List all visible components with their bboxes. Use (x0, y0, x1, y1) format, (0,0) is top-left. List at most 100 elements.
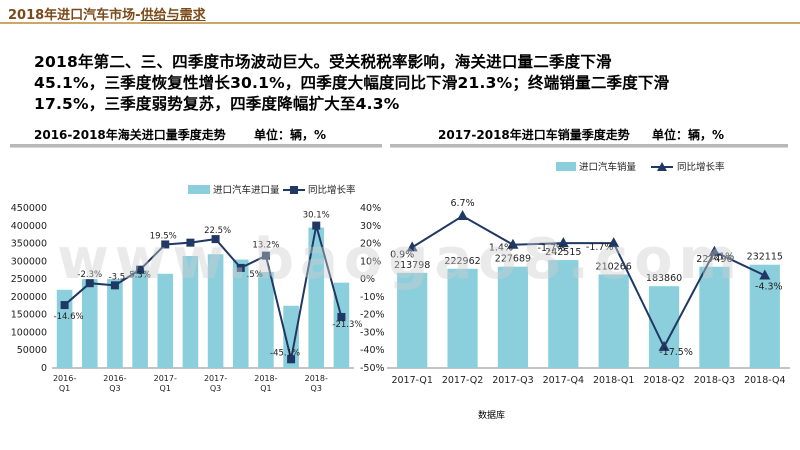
y-left-tick-label: 0 (41, 363, 47, 374)
data-label: -17.5% (659, 347, 693, 358)
left-panel-title: 2016-2018年海关进口量季度走势 (34, 128, 226, 142)
bar (598, 274, 629, 368)
bar (81, 279, 98, 368)
series-marker (337, 312, 346, 321)
data-label: -1.7% (586, 242, 614, 253)
bar (182, 256, 199, 368)
bar-value-label: 213798 (394, 260, 430, 271)
y-right-tick-label: 20% (360, 239, 381, 250)
data-label: .5% (247, 270, 263, 280)
data-label: -1.7% (538, 243, 566, 254)
x-tick-label: 2017- (204, 374, 227, 383)
right-panel-unit: 单位：辆，% (651, 128, 724, 142)
data-label: 30.1% (303, 211, 330, 221)
data-label: -2.3% (77, 270, 102, 280)
bar-value-label: 222962 (444, 256, 480, 267)
bar (232, 259, 249, 368)
series-marker (236, 263, 245, 272)
y-left-tick-label: 200000 (11, 292, 47, 303)
series-marker (85, 279, 94, 288)
bar (497, 266, 529, 368)
series-marker (186, 238, 195, 247)
y-right-tick-label: -20% (360, 310, 385, 321)
x-tick-label: 2017-Q1 (391, 375, 432, 386)
data-label: 0.9% (390, 249, 414, 260)
data-label: 1.4% (489, 243, 513, 254)
bar (258, 272, 274, 368)
series-marker (312, 221, 321, 230)
left-panel-rule-thin (10, 147, 382, 148)
data-label: -0.1% (707, 252, 735, 263)
bar-value-label: 227496 (696, 254, 732, 265)
y-left-tick-label: 300000 (11, 256, 47, 267)
legend-label: 进口汽车销量 (579, 161, 637, 173)
y-left-tick-label: 450000 (11, 203, 47, 214)
bar (132, 270, 148, 368)
legend-label: 同比增长率 (677, 161, 725, 173)
y-right-tick-label: -30% (360, 327, 385, 338)
x-tick-label: 2018- (254, 374, 277, 383)
y-left-tick-label: 350000 (11, 239, 47, 250)
y-left-tick-label: 250000 (11, 274, 47, 285)
data-label: -4.3% (755, 282, 783, 293)
x-tick-label: 2018-Q4 (744, 375, 785, 386)
series-marker (708, 245, 720, 256)
x-tick-label: 2018- (305, 374, 328, 383)
bar (749, 264, 780, 368)
left-panel-unit: 单位：辆，% (253, 128, 326, 142)
y-right-tick-label: -40% (360, 345, 385, 356)
bar (699, 266, 730, 368)
source-note: 数据库 (478, 411, 506, 421)
y-right-tick-label: -50% (360, 363, 385, 374)
x-tick-label: 2017-Q4 (543, 375, 584, 386)
legend-swatch-marker (290, 186, 298, 194)
bar (56, 289, 73, 368)
legend-label: 同比增长率 (308, 184, 356, 196)
data-label: 22.5% (204, 226, 231, 236)
y-right-tick-label: 0% (360, 274, 375, 285)
summary-line: 45.1%，三季度恢复性增长30.1%，四季度大幅度同比下滑21.3%；终端销量… (34, 74, 670, 92)
x-tick-label: Q3 (210, 384, 221, 393)
series-line (411, 214, 766, 350)
bar-value-label: 183860 (646, 273, 682, 284)
data-label: -14.6% (54, 312, 84, 322)
series-marker (507, 238, 519, 249)
data-label: 13.2% (252, 241, 279, 251)
y-left-tick-label: 50000 (17, 345, 47, 356)
x-tick-label: 2017- (154, 374, 177, 383)
x-tick-label: 2018-Q1 (593, 375, 634, 386)
header-accent: 供给与需求 (140, 8, 206, 23)
left-panel-title-row: 2016-2018年海关进口量季度走势 单位：辆，% (34, 126, 326, 143)
bar (157, 273, 174, 368)
y-right-tick-label: -10% (360, 292, 385, 303)
x-tick-label: 2017-Q2 (442, 375, 483, 386)
y-right-tick-label: 10% (360, 256, 381, 267)
series-marker (287, 355, 296, 364)
bar-value-label: 232115 (747, 252, 783, 263)
series-marker (557, 237, 569, 248)
series-marker (110, 281, 119, 290)
x-tick-label: Q1 (59, 384, 70, 393)
bar (397, 272, 428, 368)
bar-value-label: 227689 (495, 254, 531, 265)
series-marker (211, 235, 220, 244)
bar (207, 254, 224, 368)
series-marker (658, 340, 670, 351)
data-label: 6.7% (450, 198, 474, 209)
series-marker (60, 301, 69, 310)
data-label: -21.3% (332, 320, 362, 330)
bar (447, 268, 478, 368)
x-tick-label: 2016- (103, 374, 126, 383)
bar-value-label: 210266 (596, 261, 632, 272)
bar (107, 279, 123, 368)
series-marker (161, 240, 170, 249)
legend-label: 进口汽车进口量 (213, 184, 280, 196)
summary-text: 2018年第二、三、四季度市场波动巨大。受关税税率影响，海关进口量二季度下滑 4… (34, 52, 774, 115)
series-marker (406, 241, 418, 252)
right-panel-rule (390, 144, 788, 147)
y-left-tick-label: 400000 (11, 221, 47, 232)
x-tick-label: Q3 (311, 384, 322, 393)
header-rule (0, 22, 800, 24)
